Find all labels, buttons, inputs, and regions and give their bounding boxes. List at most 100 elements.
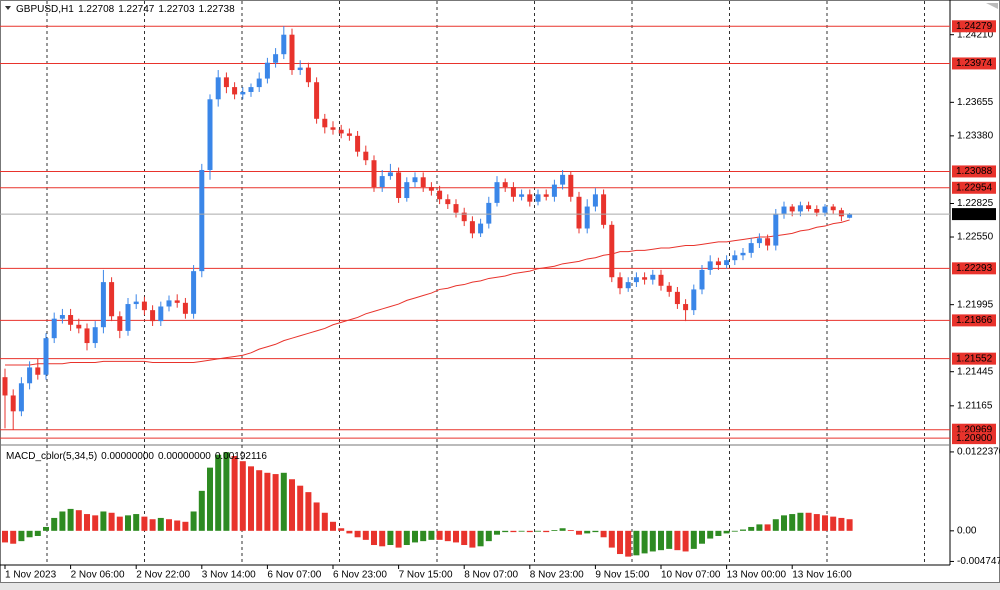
histogram-bar (305, 492, 312, 531)
candle-body (633, 277, 639, 283)
candle-body (715, 261, 721, 266)
candle-body (551, 184, 557, 197)
histogram-bar (469, 530, 476, 548)
histogram-bar (198, 490, 205, 531)
histogram-bar (43, 526, 49, 531)
histogram-bar (526, 530, 533, 533)
histogram-bar (846, 519, 853, 531)
histogram-bar (215, 454, 222, 531)
level-label: 1.24279 (956, 21, 993, 32)
histogram-bar (658, 530, 664, 551)
histogram-bar (608, 530, 615, 548)
candle-body (584, 206, 590, 229)
histogram-bar (149, 519, 156, 531)
candle-body (765, 238, 771, 246)
level-label: 1.21866 (956, 315, 993, 326)
y-tick-label: -0.0047475 (957, 556, 1000, 567)
histogram-bar (412, 530, 418, 543)
candle-body (51, 318, 57, 339)
level-label-box (952, 165, 996, 178)
candle-body (617, 277, 623, 289)
histogram-bar (666, 530, 673, 549)
candle-body (666, 285, 672, 292)
histogram-bar (641, 530, 648, 554)
histogram-bar (231, 456, 238, 531)
candle-body (158, 306, 164, 322)
level-label-box (952, 432, 996, 445)
candle-body (371, 160, 377, 188)
histogram-bar (477, 530, 484, 547)
y-tick-label: 1.24210 (957, 29, 994, 40)
candle-body (273, 54, 279, 63)
candle-body (215, 77, 221, 100)
histogram-bar (584, 530, 591, 534)
x-tick-label: 8 Nov 23:00 (530, 570, 584, 581)
histogram-bar (576, 530, 582, 535)
candle-body (133, 301, 139, 305)
candle-body (207, 99, 213, 170)
candle-body (437, 190, 443, 200)
x-tick-label: 2 Nov 06:00 (71, 570, 125, 581)
candle-body (256, 78, 262, 88)
level-label-box (952, 20, 996, 33)
histogram-bar (600, 530, 607, 538)
candle-body (461, 212, 467, 222)
candle-body (650, 274, 656, 280)
candle-body (59, 315, 65, 319)
header-value: 1.22708 (78, 4, 115, 15)
header-value: 1.22738 (199, 4, 236, 15)
candle-body (740, 252, 746, 256)
histogram-bar (223, 452, 230, 531)
histogram-bar (26, 530, 33, 538)
histogram-bar (789, 514, 796, 531)
candle-body (601, 194, 607, 225)
price-header: GBPUSD,H1 1.22708 1.22747 1.22703 1.22738 (16, 4, 235, 15)
histogram-bar (797, 512, 804, 531)
level-label: 1.22293 (956, 263, 993, 274)
candle-body (502, 182, 508, 188)
header-value: 0.00192116 (215, 451, 268, 462)
candle-body (748, 243, 754, 253)
header-value: 0.00000000 (101, 451, 154, 462)
candle-body (232, 87, 238, 95)
histogram-bar (75, 510, 82, 531)
candle-body (732, 255, 738, 261)
histogram-bar (313, 502, 320, 531)
symbol: GBPUSD,H1 (16, 4, 74, 15)
histogram-bar (100, 511, 107, 531)
histogram-bar (174, 520, 181, 531)
histogram-bar (756, 524, 763, 531)
x-tick-label: 2 Nov 22:00 (136, 570, 190, 581)
candle-body (223, 77, 229, 88)
histogram-bar (362, 530, 369, 540)
header-value: 0.00000000 (158, 451, 211, 462)
histogram-bar (740, 529, 746, 531)
histogram-bar (280, 472, 287, 531)
histogram-bar (453, 530, 459, 543)
histogram-bar (567, 530, 574, 531)
histogram-bar (2, 530, 8, 543)
candle-body (68, 315, 74, 325)
histogram-bar (551, 530, 558, 531)
candle-body (109, 282, 115, 317)
candle-body (191, 271, 197, 314)
candle-body (789, 206, 795, 212)
histogram-bar (731, 530, 738, 532)
histogram-bar (354, 530, 361, 538)
menu-arrow[interactable] (5, 6, 11, 10)
x-tick-label: 13 Nov 00:00 (727, 570, 787, 581)
candle-body (248, 87, 254, 92)
candle-body (486, 202, 492, 224)
candle-body (756, 238, 762, 244)
candle-body (379, 176, 385, 188)
level-label-box (952, 314, 996, 327)
candle-body (387, 172, 393, 177)
candle-body (404, 182, 410, 199)
candle-body (412, 177, 418, 183)
histogram-bar (321, 512, 328, 531)
x-tick-label: 8 Nov 07:00 (464, 570, 518, 581)
candle-body (264, 62, 270, 79)
histogram-bar (34, 530, 41, 536)
histogram-bar (444, 530, 451, 542)
